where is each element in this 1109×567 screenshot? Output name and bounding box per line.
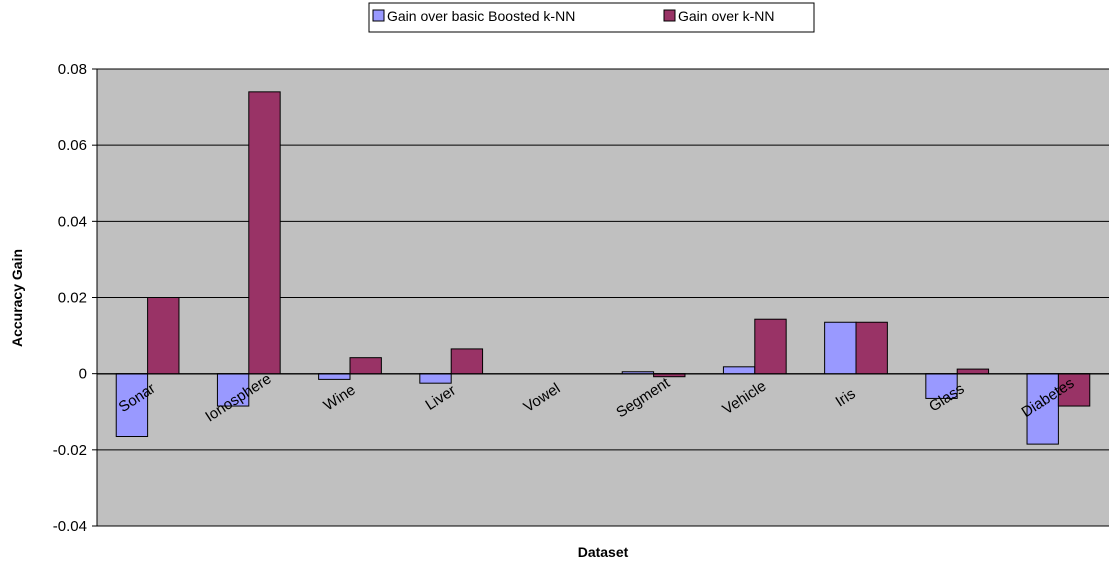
y-axis-title: Accuracy Gain [9, 249, 25, 347]
y-tick-label: -0.02 [53, 442, 87, 459]
y-tick-label: 0.08 [58, 61, 87, 78]
y-tick-label: 0.06 [58, 137, 87, 154]
bar-boosted-segment [621, 371, 655, 375]
bar-knn-sonar [147, 297, 180, 375]
bar-boosted-vehicle [722, 366, 756, 375]
legend-swatch-series-1 [372, 9, 385, 22]
legend-label-series-1: Gain over basic Boosted k-NN [387, 8, 575, 24]
y-tick-label: 0.02 [58, 290, 87, 307]
x-axis-title: Dataset [578, 544, 629, 560]
y-tick-label: 0.04 [58, 213, 87, 230]
legend-label-series-2: Gain over k-NN [678, 8, 774, 24]
legend: Gain over basic Boosted k-NN Gain over k… [368, 2, 815, 33]
bar-knn-liver [450, 348, 484, 375]
bar-knn-wine [349, 357, 382, 375]
bar-boosted-liver [419, 373, 452, 384]
bar-boosted-iris [824, 321, 857, 375]
bar-knn-iris [855, 321, 888, 375]
bar-knn-vehicle [754, 318, 787, 375]
bar-knn-glass [956, 368, 990, 375]
y-tick-label: -0.04 [53, 518, 87, 535]
y-axis-ticks: 0.08 0.06 0.04 0.02 0 -0.02 -0.04 [53, 61, 97, 535]
legend-box [368, 2, 815, 33]
bar-boosted-wine [318, 373, 351, 380]
y-tick-label: 0 [79, 366, 87, 383]
bar-boosted-ionosphere [216, 373, 250, 407]
legend-swatch-series-2 [663, 9, 676, 22]
bar-knn-ionosphere [248, 91, 281, 375]
